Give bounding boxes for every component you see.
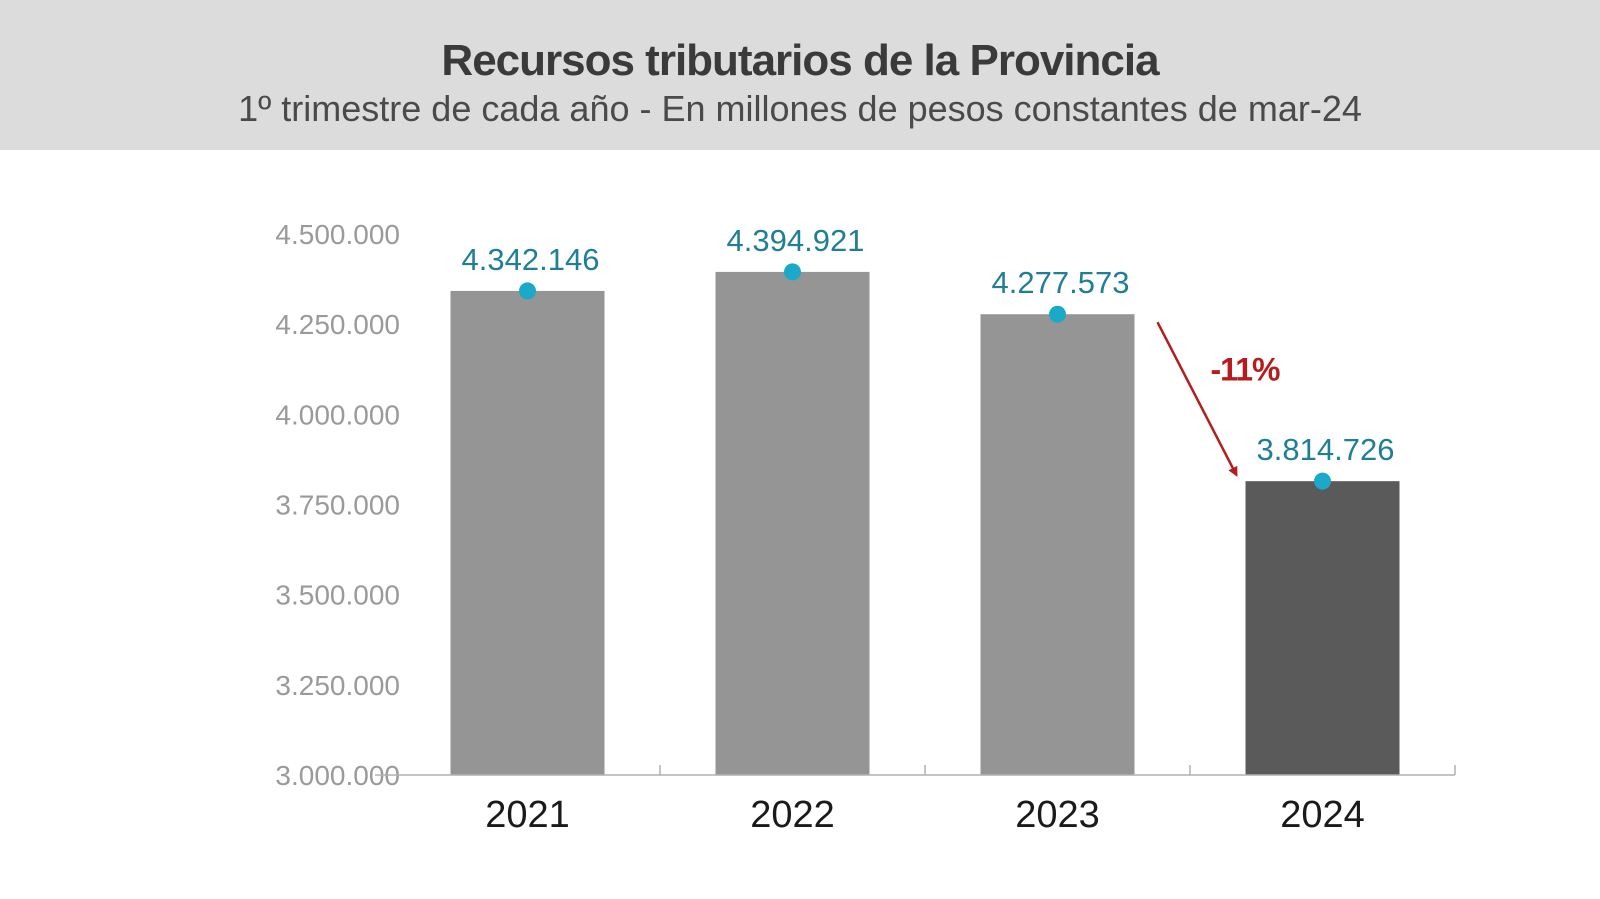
- chart-subtitle: 1º trimestre de cada año - En millones d…: [238, 88, 1362, 129]
- data-markers: [519, 263, 1331, 490]
- bar-2022: [715, 271, 870, 775]
- change-annotation: -11%: [1156, 321, 1281, 477]
- y-tick-label: 4.000.000: [275, 399, 400, 430]
- bars: [450, 271, 1400, 775]
- y-tick-label: 3.750.000: [275, 490, 400, 521]
- data-label-2022: 4.394.921: [727, 223, 865, 258]
- change-label: -11%: [1211, 352, 1280, 388]
- chart-header: Recursos tributarios de la Provincia 1º …: [0, 0, 1600, 150]
- data-label-2024: 3.814.726: [1257, 432, 1395, 467]
- change-arrow: [1156, 321, 1238, 477]
- y-tick-label: 4.500.000: [275, 219, 400, 250]
- data-label-2023: 4.277.573: [992, 265, 1130, 300]
- marker-2024: [1314, 472, 1331, 490]
- x-tick-label-2022: 2022: [750, 794, 835, 836]
- y-tick-label: 3.250.000: [275, 670, 400, 701]
- bar-2023: [980, 314, 1135, 775]
- chart-title: Recursos tributarios de la Provincia: [441, 36, 1159, 85]
- marker-2021: [519, 282, 536, 300]
- y-axis: 3.000.0003.250.0003.500.0003.750.0004.00…: [275, 219, 400, 791]
- data-label-2021: 4.342.146: [462, 242, 600, 277]
- x-tick-label-2021: 2021: [485, 794, 570, 836]
- marker-2023: [1049, 305, 1066, 323]
- x-tick-label-2023: 2023: [1015, 794, 1100, 836]
- x-axis: 2021 2022 2023 2024: [375, 765, 1456, 836]
- x-tick-label-2024: 2024: [1280, 794, 1365, 836]
- bar-2021: [450, 290, 605, 775]
- bar-2024: [1245, 481, 1400, 775]
- marker-2022: [784, 263, 801, 281]
- data-labels: 4.342.146 4.394.921 4.277.573 3.814.726: [462, 223, 1395, 467]
- y-tick-label: 4.250.000: [275, 309, 400, 340]
- y-tick-label: 3.500.000: [275, 580, 400, 611]
